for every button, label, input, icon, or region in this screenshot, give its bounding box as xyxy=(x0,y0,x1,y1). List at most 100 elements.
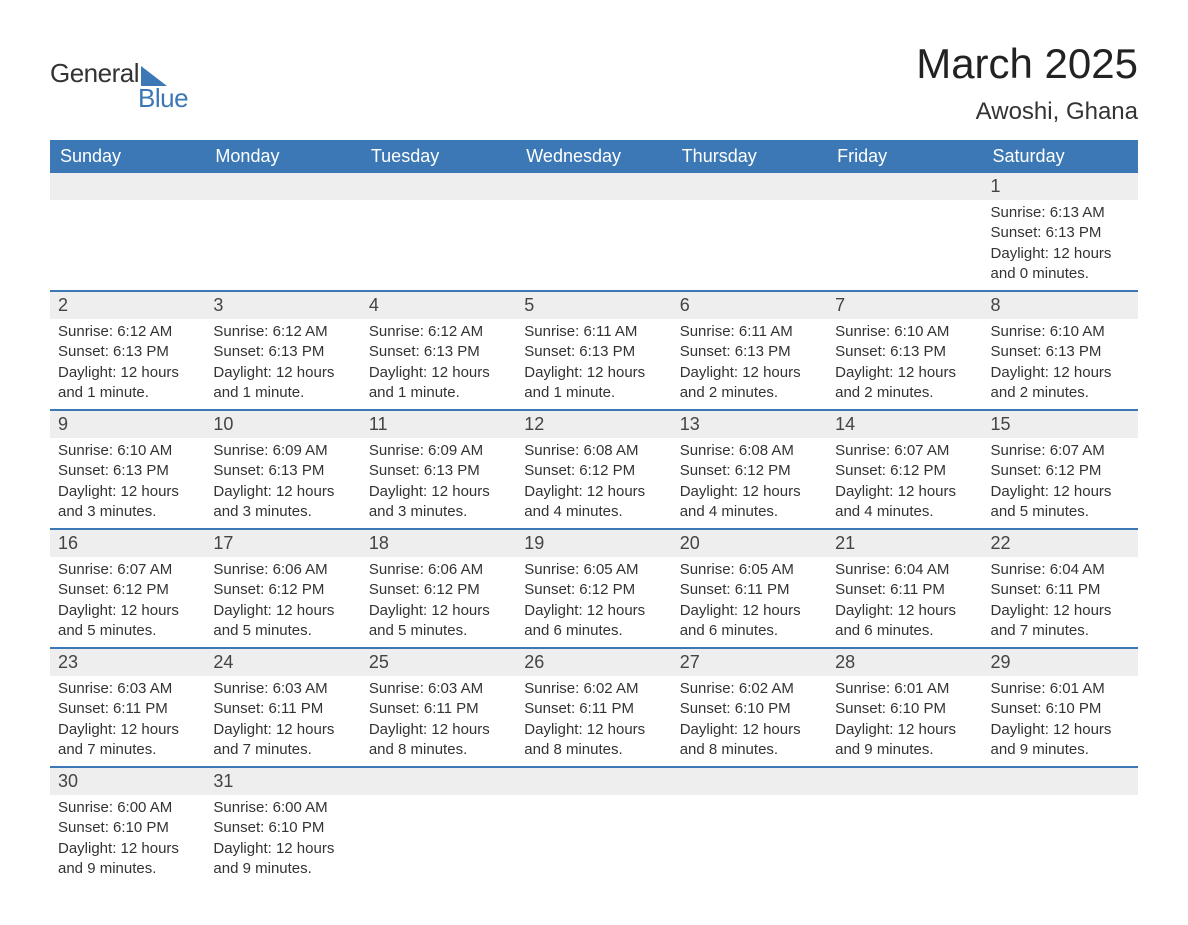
day-body xyxy=(516,200,671,209)
sunset-line: Sunset: 6:10 PM xyxy=(680,699,819,719)
day-number: 12 xyxy=(516,411,671,438)
sunset-line: Sunset: 6:13 PM xyxy=(213,342,352,362)
day-number: 18 xyxy=(361,530,516,557)
day-header: Thursday xyxy=(672,140,827,173)
sunset-line: Sunset: 6:11 PM xyxy=(369,699,508,719)
sunset-line: Sunset: 6:11 PM xyxy=(213,699,352,719)
daylight-line: Daylight: 12 hours and 2 minutes. xyxy=(991,363,1130,404)
calendar-table: SundayMondayTuesdayWednesdayThursdayFrid… xyxy=(50,140,1138,885)
header-area: General Blue March 2025 Awoshi, Ghana xyxy=(50,40,1138,126)
day-header: Wednesday xyxy=(516,140,671,173)
day-body: Sunrise: 6:02 AMSunset: 6:11 PMDaylight:… xyxy=(516,676,671,766)
day-header: Saturday xyxy=(983,140,1138,173)
calendar-header-row: SundayMondayTuesdayWednesdayThursdayFrid… xyxy=(50,140,1138,173)
calendar-cell: 20Sunrise: 6:05 AMSunset: 6:11 PMDayligh… xyxy=(672,529,827,648)
day-body xyxy=(983,795,1138,804)
calendar-cell xyxy=(205,173,360,291)
calendar-cell: 1Sunrise: 6:13 AMSunset: 6:13 PMDaylight… xyxy=(983,173,1138,291)
day-body: Sunrise: 6:12 AMSunset: 6:13 PMDaylight:… xyxy=(50,319,205,409)
day-body xyxy=(827,200,982,209)
sunrise-line: Sunrise: 6:01 AM xyxy=(991,679,1130,699)
day-number: 10 xyxy=(205,411,360,438)
day-header: Sunday xyxy=(50,140,205,173)
day-header: Friday xyxy=(827,140,982,173)
sunrise-line: Sunrise: 6:06 AM xyxy=(213,560,352,580)
sunrise-line: Sunrise: 6:13 AM xyxy=(991,203,1130,223)
sunrise-line: Sunrise: 6:10 AM xyxy=(835,322,974,342)
calendar-cell xyxy=(516,767,671,885)
daylight-line: Daylight: 12 hours and 1 minute. xyxy=(58,363,197,404)
calendar-week-row: 2Sunrise: 6:12 AMSunset: 6:13 PMDaylight… xyxy=(50,291,1138,410)
sunset-line: Sunset: 6:12 PM xyxy=(835,461,974,481)
day-body: Sunrise: 6:07 AMSunset: 6:12 PMDaylight:… xyxy=(827,438,982,528)
calendar-cell: 10Sunrise: 6:09 AMSunset: 6:13 PMDayligh… xyxy=(205,410,360,529)
daylight-line: Daylight: 12 hours and 9 minutes. xyxy=(58,839,197,880)
logo: General Blue xyxy=(50,58,188,114)
day-number: 2 xyxy=(50,292,205,319)
daylight-line: Daylight: 12 hours and 2 minutes. xyxy=(680,363,819,404)
daylight-line: Daylight: 12 hours and 3 minutes. xyxy=(58,482,197,523)
sunset-line: Sunset: 6:13 PM xyxy=(369,342,508,362)
sunrise-line: Sunrise: 6:11 AM xyxy=(524,322,663,342)
logo-text-blue: Blue xyxy=(138,83,188,114)
calendar-cell: 9Sunrise: 6:10 AMSunset: 6:13 PMDaylight… xyxy=(50,410,205,529)
day-number xyxy=(827,173,982,200)
calendar-cell: 8Sunrise: 6:10 AMSunset: 6:13 PMDaylight… xyxy=(983,291,1138,410)
day-number: 1 xyxy=(983,173,1138,200)
day-number xyxy=(672,768,827,795)
calendar-cell: 4Sunrise: 6:12 AMSunset: 6:13 PMDaylight… xyxy=(361,291,516,410)
calendar-cell: 29Sunrise: 6:01 AMSunset: 6:10 PMDayligh… xyxy=(983,648,1138,767)
calendar-cell: 3Sunrise: 6:12 AMSunset: 6:13 PMDaylight… xyxy=(205,291,360,410)
calendar-cell xyxy=(672,767,827,885)
calendar-cell: 30Sunrise: 6:00 AMSunset: 6:10 PMDayligh… xyxy=(50,767,205,885)
day-number xyxy=(516,768,671,795)
day-body: Sunrise: 6:10 AMSunset: 6:13 PMDaylight:… xyxy=(827,319,982,409)
daylight-line: Daylight: 12 hours and 5 minutes. xyxy=(58,601,197,642)
day-body: Sunrise: 6:03 AMSunset: 6:11 PMDaylight:… xyxy=(361,676,516,766)
day-body: Sunrise: 6:08 AMSunset: 6:12 PMDaylight:… xyxy=(516,438,671,528)
sunrise-line: Sunrise: 6:10 AM xyxy=(991,322,1130,342)
daylight-line: Daylight: 12 hours and 8 minutes. xyxy=(369,720,508,761)
day-body: Sunrise: 6:04 AMSunset: 6:11 PMDaylight:… xyxy=(827,557,982,647)
sunrise-line: Sunrise: 6:03 AM xyxy=(369,679,508,699)
day-number xyxy=(827,768,982,795)
daylight-line: Daylight: 12 hours and 4 minutes. xyxy=(524,482,663,523)
day-body xyxy=(516,795,671,804)
sunset-line: Sunset: 6:10 PM xyxy=(991,699,1130,719)
day-body: Sunrise: 6:11 AMSunset: 6:13 PMDaylight:… xyxy=(672,319,827,409)
calendar-cell: 19Sunrise: 6:05 AMSunset: 6:12 PMDayligh… xyxy=(516,529,671,648)
daylight-line: Daylight: 12 hours and 8 minutes. xyxy=(680,720,819,761)
daylight-line: Daylight: 12 hours and 6 minutes. xyxy=(835,601,974,642)
day-header: Tuesday xyxy=(361,140,516,173)
day-number: 13 xyxy=(672,411,827,438)
sunrise-line: Sunrise: 6:10 AM xyxy=(58,441,197,461)
daylight-line: Daylight: 12 hours and 7 minutes. xyxy=(58,720,197,761)
calendar-cell xyxy=(827,767,982,885)
calendar-week-row: 16Sunrise: 6:07 AMSunset: 6:12 PMDayligh… xyxy=(50,529,1138,648)
sunrise-line: Sunrise: 6:04 AM xyxy=(991,560,1130,580)
sunrise-line: Sunrise: 6:07 AM xyxy=(991,441,1130,461)
day-body: Sunrise: 6:11 AMSunset: 6:13 PMDaylight:… xyxy=(516,319,671,409)
sunrise-line: Sunrise: 6:12 AM xyxy=(369,322,508,342)
sunrise-line: Sunrise: 6:04 AM xyxy=(835,560,974,580)
day-number: 23 xyxy=(50,649,205,676)
day-number: 8 xyxy=(983,292,1138,319)
day-number: 28 xyxy=(827,649,982,676)
sunrise-line: Sunrise: 6:12 AM xyxy=(213,322,352,342)
day-number: 24 xyxy=(205,649,360,676)
day-number: 22 xyxy=(983,530,1138,557)
day-number xyxy=(983,768,1138,795)
calendar-cell: 27Sunrise: 6:02 AMSunset: 6:10 PMDayligh… xyxy=(672,648,827,767)
sunrise-line: Sunrise: 6:02 AM xyxy=(524,679,663,699)
day-number xyxy=(361,173,516,200)
day-body: Sunrise: 6:04 AMSunset: 6:11 PMDaylight:… xyxy=(983,557,1138,647)
calendar-cell xyxy=(361,173,516,291)
sunrise-line: Sunrise: 6:07 AM xyxy=(835,441,974,461)
calendar-cell: 6Sunrise: 6:11 AMSunset: 6:13 PMDaylight… xyxy=(672,291,827,410)
calendar-cell: 14Sunrise: 6:07 AMSunset: 6:12 PMDayligh… xyxy=(827,410,982,529)
day-number: 3 xyxy=(205,292,360,319)
day-number: 26 xyxy=(516,649,671,676)
sunset-line: Sunset: 6:12 PM xyxy=(369,580,508,600)
calendar-cell: 7Sunrise: 6:10 AMSunset: 6:13 PMDaylight… xyxy=(827,291,982,410)
day-number: 20 xyxy=(672,530,827,557)
